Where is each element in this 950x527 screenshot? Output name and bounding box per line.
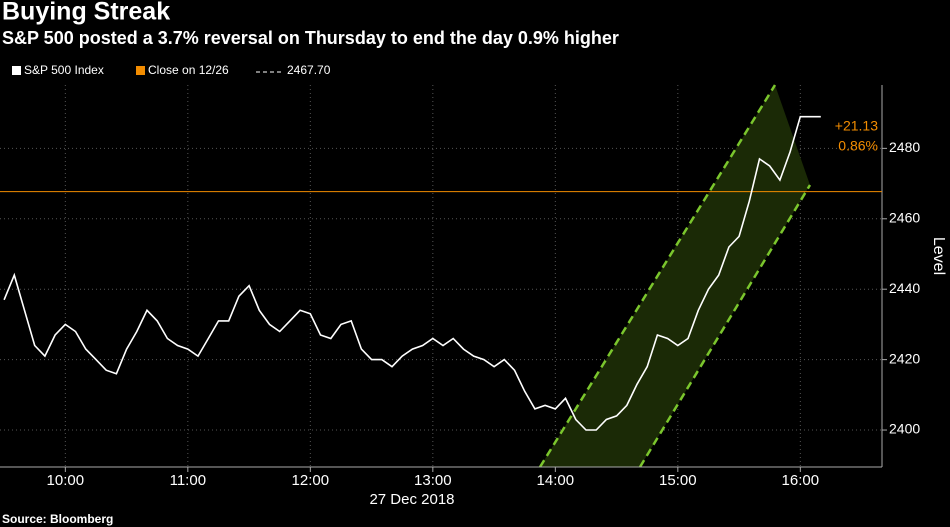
source: Source: Bloomberg [2,512,113,526]
annotation: 0.86% [838,137,878,153]
y-tick-label: 2460 [889,209,920,225]
channel-upper [538,84,777,468]
legend-value: 2467.70 [287,63,331,77]
chart-title: Buying Streak [2,0,170,26]
x-tick-label: 12:00 [292,472,330,489]
legend-swatch [136,66,145,75]
y-axis-label: Level [930,237,947,275]
y-tick-label: 2480 [889,139,920,155]
trend-channel [540,85,810,467]
chart-subtitle: S&P 500 posted a 3.7% reversal on Thursd… [2,28,619,48]
x-tick-label: 11:00 [170,472,206,489]
x-tick-label: 10:00 [47,472,85,489]
legend-label: S&P 500 Index [24,63,104,77]
channel-lower [638,184,812,468]
legend: S&P 500 Index Close on 12/26 2467.70 [12,63,331,77]
x-tick-label: 14:00 [537,472,575,489]
x-tick-label: 16:00 [782,472,820,489]
x-tick-label: 13:00 [414,472,452,489]
y-tick-label: 2400 [889,421,920,437]
x-tick-label: 15:00 [659,472,697,489]
legend-swatch [12,66,21,75]
x-axis-label: 27 Dec 2018 [369,491,454,508]
annotation: +21.13 [835,117,878,133]
legend-label: Close on 12/26 [148,63,229,77]
y-tick-label: 2420 [889,350,920,366]
y-tick-label: 2440 [889,280,920,296]
series-line [3,115,821,431]
